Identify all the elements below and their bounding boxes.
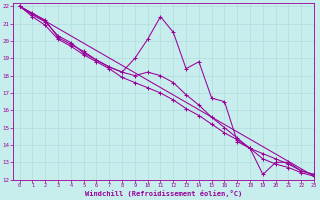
X-axis label: Windchill (Refroidissement éolien,°C): Windchill (Refroidissement éolien,°C): [85, 190, 242, 197]
